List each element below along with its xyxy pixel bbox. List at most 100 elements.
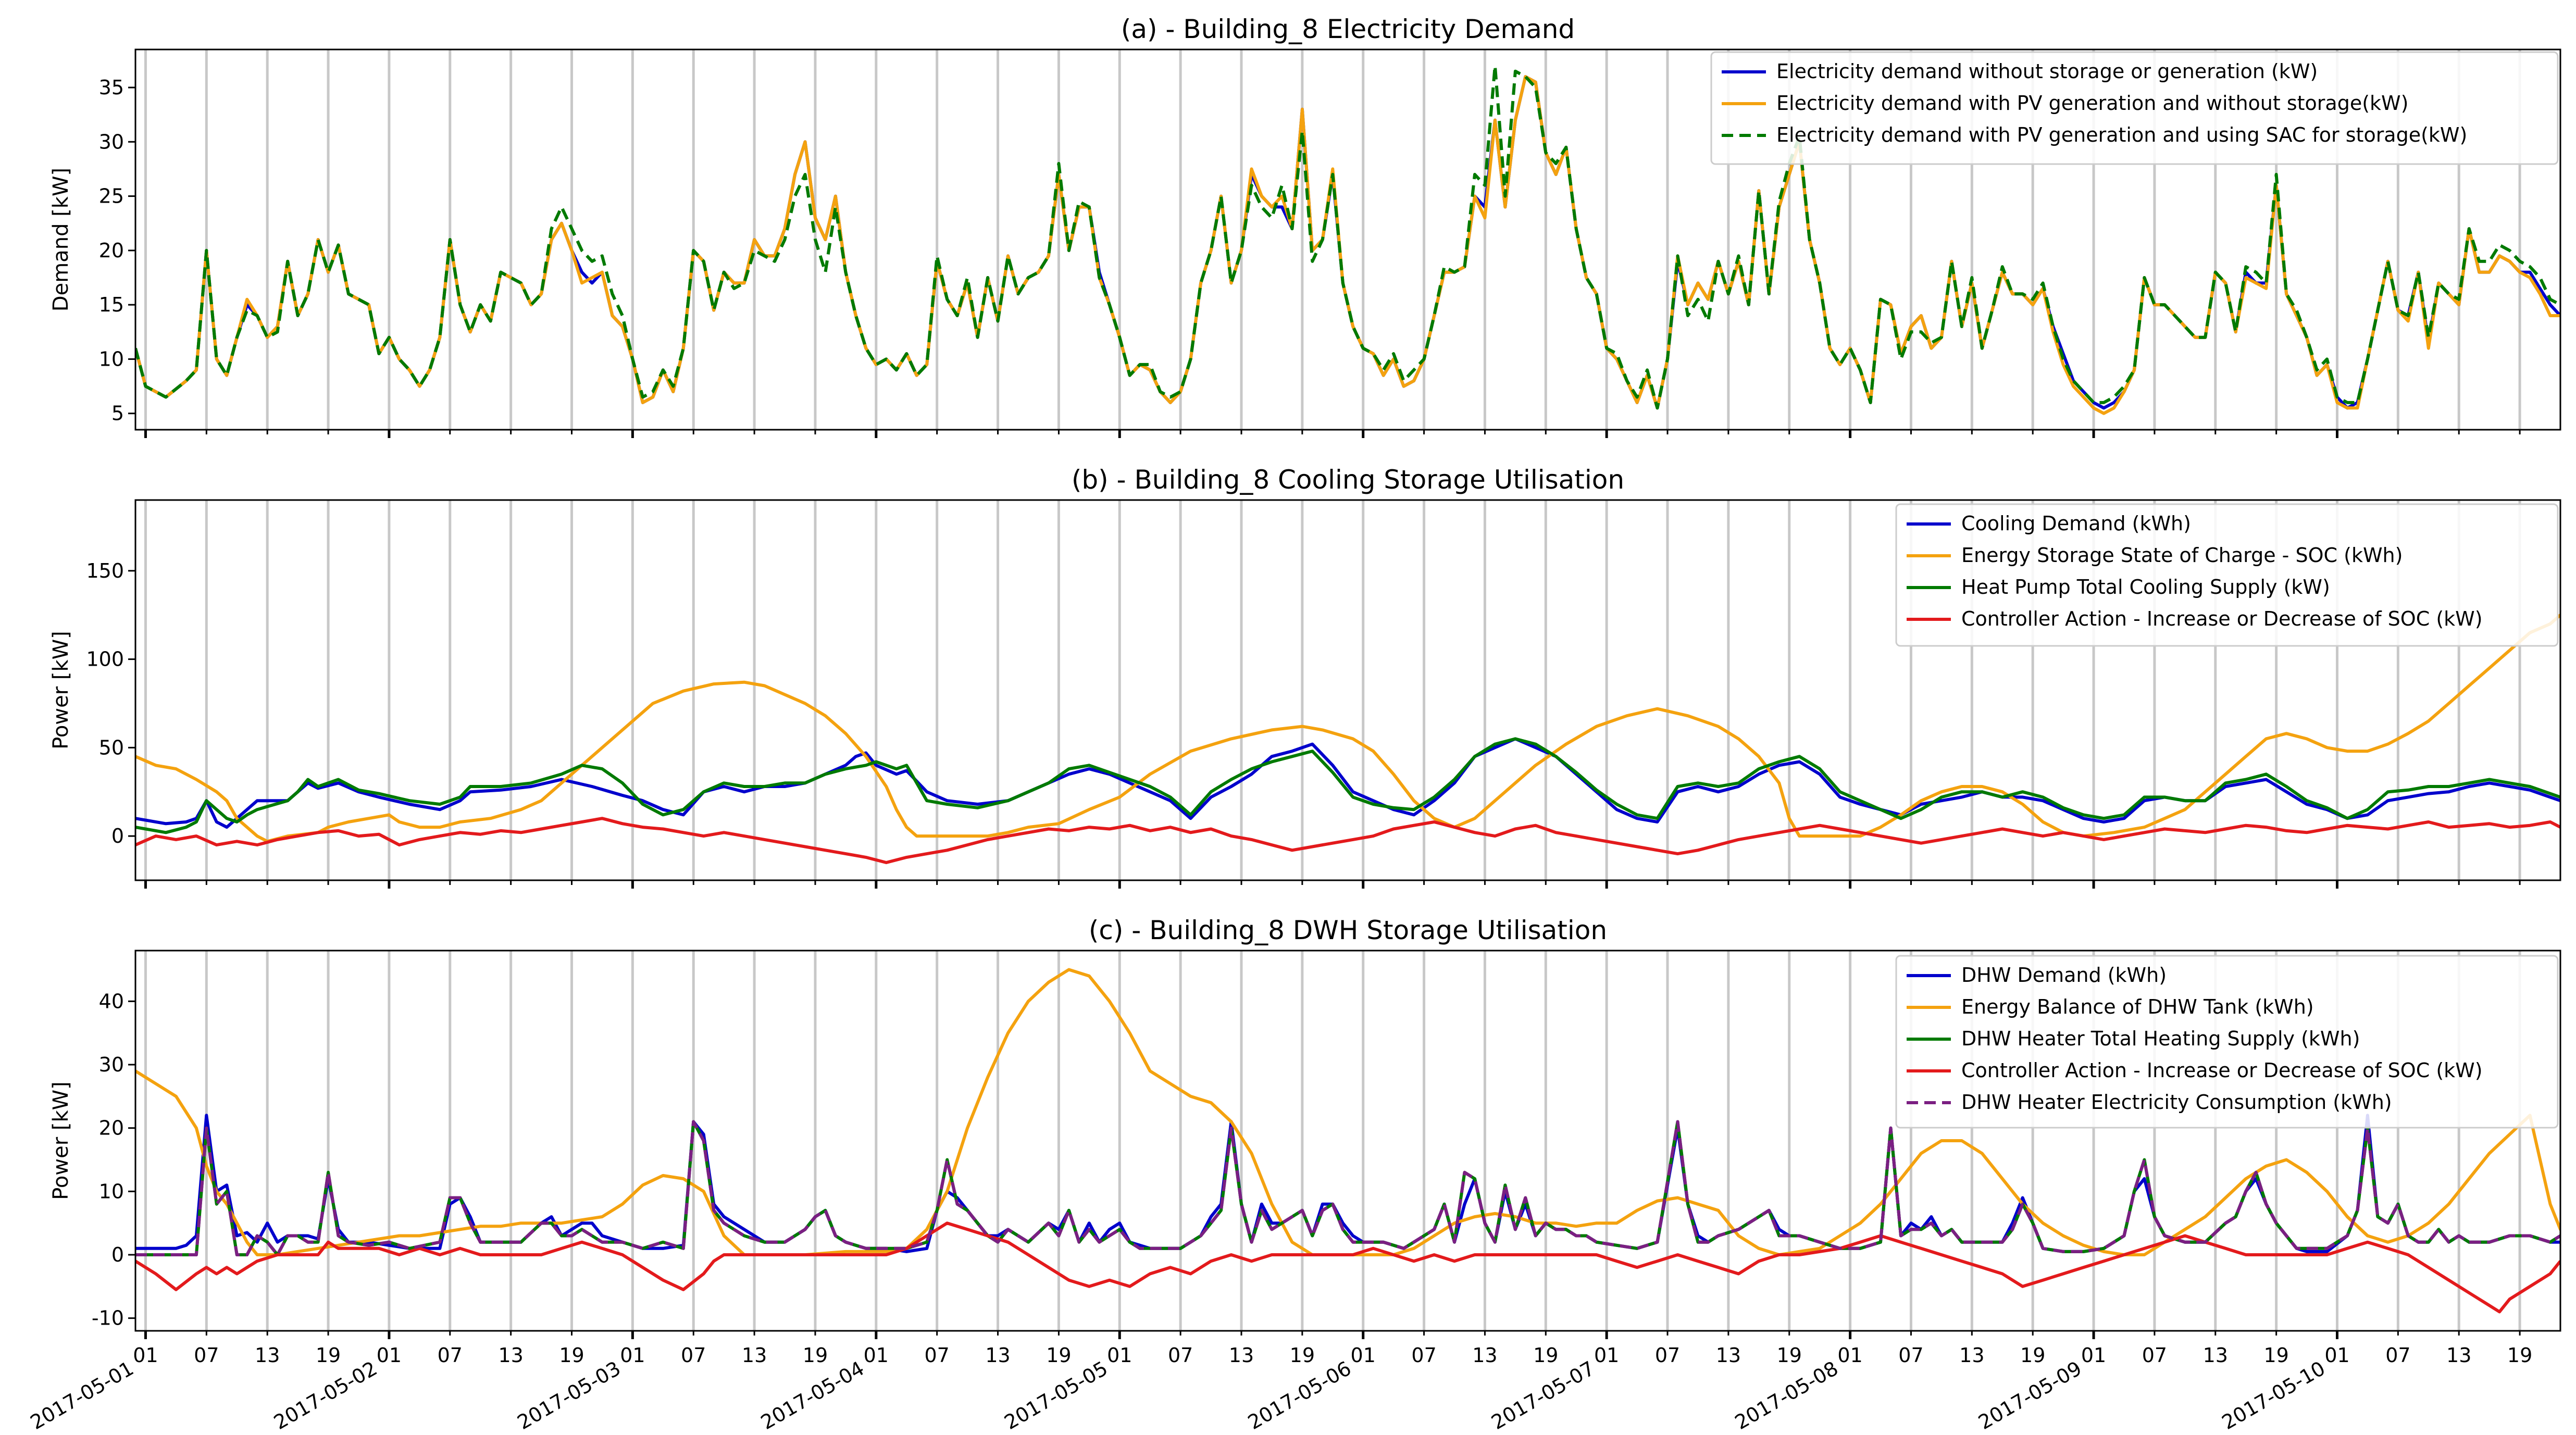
y-tick-label: 5: [111, 402, 124, 425]
x-hour-label: 19: [1290, 1344, 1315, 1367]
x-hour-label: 07: [1898, 1344, 1923, 1367]
x-hour-label: 07: [2385, 1344, 2410, 1367]
y-tick-label: 100: [86, 648, 124, 671]
legend-box: [1710, 51, 2559, 165]
series-line-3: [135, 817, 2560, 864]
series-line-0: [135, 1114, 2560, 1253]
plot-area: [135, 64, 2560, 415]
x-hour-label: 13: [498, 1344, 523, 1367]
legend: Electricity demand without storage or ge…: [1710, 51, 2559, 165]
legend-label: Electricity demand with PV generation an…: [1776, 92, 2408, 115]
series-line-2: [135, 737, 2560, 834]
x-hour-label: 19: [1046, 1344, 1071, 1367]
axes-frame: [134, 950, 2561, 1332]
series-line-1: [135, 613, 2560, 843]
x-hour-label: 19: [803, 1344, 828, 1367]
x-hour-label: 19: [2020, 1344, 2045, 1367]
x-hour-label: 13: [1472, 1344, 1497, 1367]
legend-label: Cooling Demand (kWh): [1961, 512, 2191, 535]
y-tick-label: 50: [99, 736, 124, 759]
chart-title: (b) - Building_8 Cooling Storage Utilisa…: [1072, 465, 1624, 495]
x-hour-label: 13: [1229, 1344, 1254, 1367]
x-hour-label: 01: [1107, 1344, 1132, 1367]
series-line-1: [135, 968, 2560, 1256]
chart-title: (c) - Building_8 DWH Storage Utilisation: [1089, 915, 1607, 945]
x-hour-label: 13: [2203, 1344, 2228, 1367]
y-tick-label: 10: [99, 347, 124, 370]
y-tick-label: 0: [111, 825, 124, 847]
axes-frame: [134, 499, 2561, 881]
y-tick-label: 30: [99, 130, 124, 153]
plot-area: [135, 968, 2560, 1314]
y-axis-label: Power [kW]: [49, 631, 73, 750]
x-date-label: 2017-05-06: [1244, 1357, 1355, 1434]
series-line-4: [135, 1120, 2560, 1256]
x-hour-label: 13: [742, 1344, 767, 1367]
y-tick-label: 0: [111, 1243, 124, 1266]
x-hour-label: 07: [2142, 1344, 2167, 1367]
legend-box: [1895, 503, 2559, 647]
chart-title: (a) - Building_8 Electricity Demand: [1121, 14, 1575, 44]
x-date-label: 2017-05-05: [1001, 1357, 1112, 1434]
x-hour-label: 07: [438, 1344, 463, 1367]
series-line-2: [135, 64, 2560, 410]
panel-1: 0 50 100 150 (b) - Building_8 Cooling Storag…: [49, 465, 2561, 889]
x-hour-label: 13: [2446, 1344, 2471, 1367]
y-tick-label: -10: [92, 1307, 124, 1330]
y-tick-label: 20: [99, 239, 124, 262]
axes-frame: [134, 48, 2561, 431]
x-hour-label: 19: [2507, 1344, 2532, 1367]
x-hour-label: 01: [1594, 1344, 1619, 1367]
legend-label: DHW Heater Total Heating Supply (kWh): [1961, 1027, 2360, 1050]
x-hour-label: 19: [1777, 1344, 1802, 1367]
y-tick-label: 20: [99, 1117, 124, 1140]
y-tick-label: 10: [99, 1180, 124, 1203]
x-hour-label: 19: [2263, 1344, 2288, 1367]
series-line-3: [135, 1221, 2560, 1314]
series-line-0: [135, 737, 2560, 829]
x-date-label: 2017-05-07: [1487, 1357, 1598, 1434]
y-tick-label: 150: [86, 559, 124, 582]
x-date-label: 2017-05-08: [1731, 1357, 1842, 1434]
x-date-label: 2017-05-01: [27, 1357, 138, 1434]
y-tick-label: 40: [99, 990, 124, 1013]
y-tick-label: 30: [99, 1053, 124, 1076]
plot-area: [135, 613, 2560, 864]
legend-label: Heat Pump Total Cooling Supply (kW): [1961, 576, 2330, 598]
panel-0: 5 10 15 20 25 30 35 (a) - Building_8 Electricit…: [49, 14, 2561, 438]
x-hour-label: 13: [1959, 1344, 1984, 1367]
y-axis-label: Demand [kW]: [49, 168, 73, 311]
legend-label: Electricity demand with PV generation an…: [1776, 123, 2467, 146]
y-tick-label: 35: [99, 76, 124, 99]
x-hour-label: 19: [559, 1344, 584, 1367]
x-hour-label: 19: [1533, 1344, 1558, 1367]
legend: DHW Demand (kWh) Energy Balance of DHW Ta…: [1895, 955, 2559, 1129]
x-hour-label: 13: [255, 1344, 280, 1367]
x-hour-label: 07: [194, 1344, 219, 1367]
legend-box: [1895, 955, 2559, 1129]
x-hour-label: 13: [1716, 1344, 1741, 1367]
x-date-label: 2017-05-03: [514, 1357, 625, 1434]
x-hour-label: 01: [1837, 1344, 1862, 1367]
x-hour-label: 01: [2081, 1344, 2106, 1367]
legend-label: DHW Heater Electricity Consumption (kWh): [1961, 1091, 2392, 1114]
x-date-label: 2017-05-10: [2218, 1357, 2329, 1434]
legend-label: Electricity demand without storage or ge…: [1776, 60, 2318, 83]
legend-label: Controller Action - Increase or Decrease…: [1961, 607, 2483, 630]
legend-label: Energy Balance of DHW Tank (kWh): [1961, 995, 2314, 1018]
x-hour-label: 01: [620, 1344, 645, 1367]
legend-label: Controller Action - Increase or Decrease…: [1961, 1059, 2483, 1082]
x-hour-label: 19: [316, 1344, 341, 1367]
legend: Cooling Demand (kWh) Energy Storage State…: [1895, 503, 2559, 647]
x-hour-label: 07: [925, 1344, 950, 1367]
y-tick-label: 15: [99, 293, 124, 316]
x-hour-label: 01: [1351, 1344, 1376, 1367]
x-hour-label: 07: [681, 1344, 706, 1367]
x-date-label: 2017-05-02: [270, 1357, 381, 1434]
x-hour-label: 01: [2324, 1344, 2349, 1367]
legend-label: DHW Demand (kWh): [1961, 964, 2167, 987]
x-hour-label: 01: [377, 1344, 402, 1367]
x-date-label: 2017-05-09: [1974, 1357, 2085, 1434]
